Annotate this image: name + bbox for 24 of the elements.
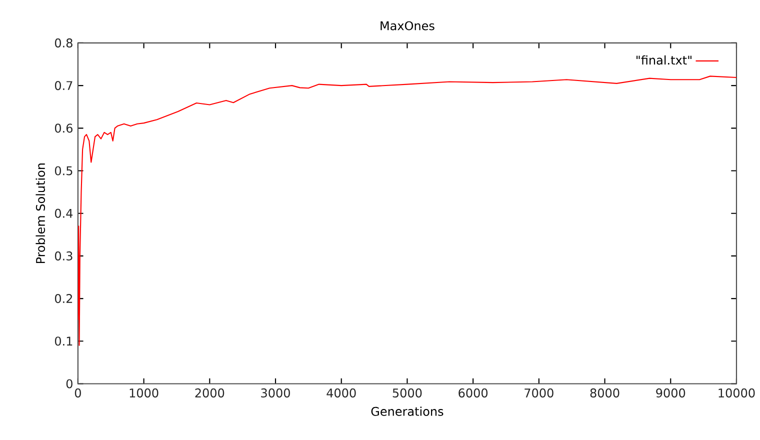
x-tick-label: 4000 [326, 388, 356, 398]
chart-title: MaxOnes [380, 21, 434, 30]
x-tick-label: 10000 [718, 388, 755, 398]
y-tick-label: 0.4 [54, 208, 73, 218]
y-tick-label: 0.6 [54, 124, 72, 133]
x-axis-title: Generations [371, 406, 444, 416]
y-tick-label: 0.1 [54, 336, 72, 346]
x-tick-label: 9000 [656, 388, 686, 398]
y-tick-label: 0.7 [54, 81, 72, 90]
x-tick-label: 7000 [524, 388, 554, 398]
y-tick-label: 0.5 [54, 166, 72, 176]
y-tick-label: 0 [66, 379, 72, 388]
x-tick-label: 5000 [392, 388, 422, 398]
x-tick-label: 0 [74, 388, 81, 398]
y-tick-label: 0.2 [54, 294, 72, 304]
y-tick-label: 0.8 [54, 38, 72, 48]
x-tick-label: 8000 [590, 388, 620, 398]
x-tick-label: 1000 [130, 388, 158, 398]
y-axis-title: Problem Solution [36, 164, 46, 264]
legend-label: "final.txt" [636, 56, 692, 65]
x-tick-label: 3000 [261, 388, 290, 398]
x-tick-label: 6000 [458, 388, 488, 398]
x-tick-label: 2000 [195, 388, 224, 398]
y-tick-label: 0.3 [54, 252, 72, 261]
